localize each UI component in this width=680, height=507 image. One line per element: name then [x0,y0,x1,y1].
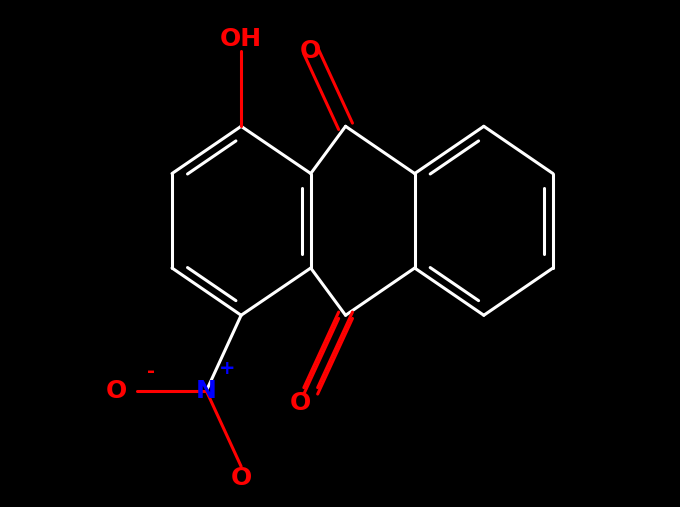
Text: OH: OH [220,27,262,51]
Text: N: N [196,379,217,403]
Text: O: O [106,379,127,403]
Text: -: - [148,361,155,381]
Text: O: O [300,39,322,63]
Text: O: O [290,391,311,415]
Text: +: + [219,359,235,378]
Text: O: O [231,466,252,490]
